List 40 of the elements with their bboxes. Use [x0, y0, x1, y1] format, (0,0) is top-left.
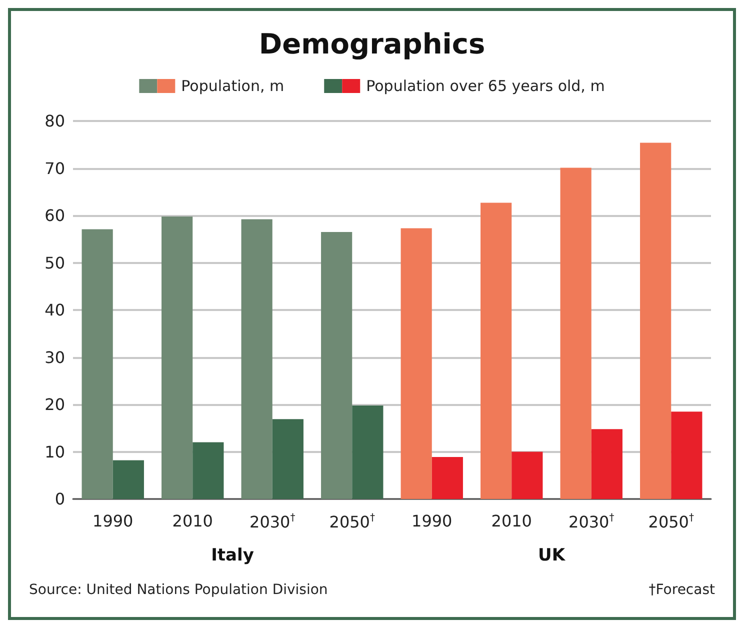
x-tick-label: 1990	[92, 512, 134, 530]
y-tick-label: 70	[44, 158, 65, 178]
y-tick-label: 60	[44, 206, 65, 225]
bar	[671, 412, 702, 499]
x-tick-label: 2010	[172, 512, 213, 530]
y-tick-label: 80	[44, 112, 65, 130]
chart-title: Demographics	[258, 28, 486, 60]
bar	[82, 229, 113, 499]
x-tick-label: 2050†	[329, 512, 375, 532]
bar	[512, 452, 543, 499]
bar	[400, 228, 432, 499]
y-tick-label: 0	[54, 490, 65, 508]
text: Italy	[211, 546, 254, 566]
y-tick-label: 30	[44, 348, 65, 367]
bar	[112, 460, 144, 499]
bar	[591, 429, 622, 499]
bar	[432, 456, 463, 499]
bar	[162, 216, 193, 499]
x-tick-label: 2030†	[250, 512, 296, 532]
bar	[272, 419, 304, 499]
x-tick-label: 2030†	[568, 512, 614, 532]
bar	[480, 202, 512, 499]
bar	[192, 442, 224, 499]
text: †Forecast	[648, 582, 716, 598]
legend-label: Population, m	[181, 77, 284, 95]
bar	[640, 142, 672, 499]
y-tick-label: 40	[44, 300, 65, 320]
bar	[560, 168, 592, 499]
x-tick-label: 2010	[491, 512, 532, 530]
x-tick-label: 1990	[412, 512, 452, 530]
bar	[352, 405, 384, 499]
x-tick-label: 2050†	[648, 512, 694, 532]
bar	[321, 232, 352, 499]
text: UK	[538, 546, 566, 566]
bar	[241, 219, 272, 499]
legend-label: Population over 65 years old, m	[366, 77, 605, 95]
y-tick-label: 20	[44, 395, 65, 414]
y-tick-label: 10	[44, 442, 65, 462]
source-note: Source: United Nations Population Division	[29, 582, 328, 598]
y-tick-label: 50	[44, 253, 65, 272]
